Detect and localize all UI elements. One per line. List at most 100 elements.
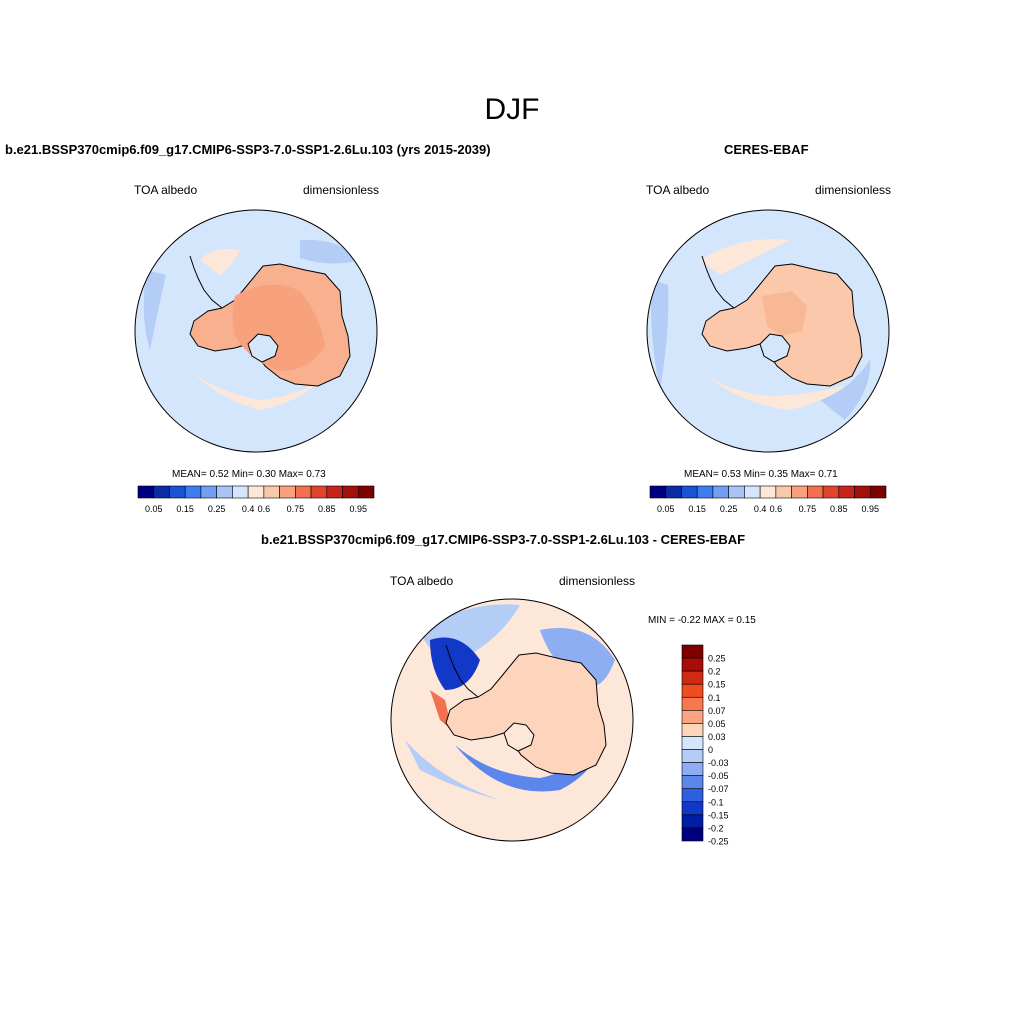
panel-1-colorbar-cell bbox=[342, 485, 359, 499]
panel-1-colorbar: 0.05 0.15 0.25 0.4 0.6 0.75 0.85 0.95 bbox=[137, 485, 375, 514]
panel-3-map bbox=[391, 599, 633, 841]
panel-2-colorbar-cell bbox=[791, 485, 808, 499]
panel-3-colorbar-tick-label: -0.05 bbox=[708, 771, 729, 781]
panel-3-colorbar-cell bbox=[681, 788, 704, 803]
panel-1-colorbar-tick-label: 0.4 bbox=[242, 504, 255, 514]
panel-1-colorbar-tick-label: 0.6 bbox=[258, 504, 271, 514]
panel-3-colorbar-tick-label: 0.15 bbox=[708, 680, 726, 690]
panel-3-colorbar-tick-label: 0.2 bbox=[708, 667, 721, 677]
panel-2-colorbar-cell bbox=[807, 485, 824, 499]
panel-1-colorbar-cell bbox=[279, 485, 296, 499]
figure-title: DJF bbox=[484, 93, 540, 126]
panel-2-colorbar-tick-label: 0.4 bbox=[754, 504, 767, 514]
panel-3-colorbar-tick-label: 0.25 bbox=[708, 654, 726, 664]
panel-3-colorbar-cell bbox=[681, 710, 704, 724]
panel-3-field-patch bbox=[455, 730, 605, 792]
panel-2-colorbar-cell bbox=[681, 485, 698, 499]
panel-3-colorbar-cell bbox=[681, 644, 704, 659]
panel-3-stats: MIN = -0.22 MAX = 0.15 bbox=[648, 615, 756, 626]
panel-1-colorbar-tick-label: 0.15 bbox=[176, 504, 194, 514]
panel-2-field-patch bbox=[651, 280, 669, 390]
panel-2-colorbar-cell bbox=[665, 485, 682, 499]
panel-2-field-patch bbox=[700, 370, 845, 410]
panel-1-colorbar-cell bbox=[184, 485, 202, 499]
panel-1-colorbar-cell bbox=[263, 485, 280, 499]
panel-3-colorbar-tick-label: -0.15 bbox=[708, 810, 729, 820]
panel-2-title: CERES-EBAF bbox=[724, 142, 809, 157]
panel-3-colorbar-cell bbox=[681, 775, 704, 790]
panel-1-field-patch bbox=[190, 370, 320, 410]
panel-2-colorbar: 0.05 0.15 0.25 0.4 0.6 0.75 0.85 0.95 bbox=[649, 485, 887, 514]
panel-2-colorbar-cell bbox=[744, 485, 761, 499]
panel-1-colorbar-cell bbox=[247, 485, 265, 499]
panel-3-map-border bbox=[390, 598, 634, 842]
panel-3-colorbar-cell bbox=[681, 749, 704, 763]
panel-1-colorbar-cell bbox=[169, 485, 186, 499]
panel-1-colorbar-cell bbox=[232, 485, 249, 499]
panel-3-field-patch bbox=[430, 637, 480, 690]
panel-2-colorbar-tick-label: 0.85 bbox=[830, 504, 848, 514]
panel-1-colorbar-tick-label: 0.05 bbox=[145, 504, 163, 514]
panel-3-colorbar-tick-label: -0.1 bbox=[708, 797, 724, 807]
panel-1-colorbar-cell bbox=[200, 485, 217, 499]
panel-3-colorbar-tick-label: 0 bbox=[708, 745, 713, 755]
panel-2-field-patch bbox=[820, 360, 871, 420]
panel-1-colorbar-cell bbox=[310, 485, 328, 499]
panel-2-colorbar-tick-label: 0.75 bbox=[799, 504, 817, 514]
panel-3-colorbar-tick-label: -0.25 bbox=[708, 837, 729, 847]
panel-2-colorbar-cell bbox=[869, 485, 887, 499]
panel-3-field-patch bbox=[405, 740, 500, 800]
panel-2-map-border bbox=[646, 209, 890, 453]
panel-2-colorbar-cell bbox=[728, 485, 745, 499]
panel-2-variable-label: TOA albedo bbox=[646, 183, 710, 197]
panel-1-colorbar-tick-label: 0.95 bbox=[350, 504, 368, 514]
panel-1-colorbar-tick-label: 0.75 bbox=[287, 504, 305, 514]
panel-3-variable-label: TOA albedo bbox=[390, 574, 454, 588]
panel-3-colorbar-tick-label: 0.03 bbox=[708, 732, 726, 742]
panel-3-colorbar-cell bbox=[681, 814, 704, 829]
panel-3-colorbar-cell bbox=[681, 723, 704, 737]
panel-2-colorbar-tick-label: 0.05 bbox=[657, 504, 675, 514]
panel-3-colorbar-cell bbox=[681, 670, 704, 685]
panel-3-colorbar-cell bbox=[681, 827, 704, 842]
panel-1-map bbox=[135, 210, 377, 452]
panel-3-colorbar-cell bbox=[681, 683, 704, 698]
panel-1-colorbar-tick-label: 0.85 bbox=[318, 504, 336, 514]
panel-3-colorbar-tick-label: -0.2 bbox=[708, 823, 724, 833]
panel-1-field-patch bbox=[200, 248, 240, 275]
panel-1-title: b.e21.BSSP370cmip6.f09_g17.CMIP6-SSP3-7.… bbox=[5, 142, 491, 157]
panel-1-variable-label: TOA albedo bbox=[134, 183, 198, 197]
panel-3-colorbar-cell bbox=[681, 696, 704, 711]
panel-1-colorbar-cell bbox=[153, 485, 170, 499]
panel-1-colorbar-cell bbox=[137, 485, 155, 499]
panel-2-colorbar-cell bbox=[822, 485, 840, 499]
panel-2-map bbox=[647, 210, 889, 452]
panel-3-colorbar-cell bbox=[681, 657, 704, 672]
panel-3-colorbar-tick-label: -0.03 bbox=[708, 758, 729, 768]
panel-1-stats: MEAN= 0.52 Min= 0.30 Max= 0.73 bbox=[172, 469, 326, 480]
panel-3-colorbar: 0.25 0.2 0.15 0.1 0.07 0.05 0.03 0 -0.03 -0.05 -0.… bbox=[681, 644, 729, 847]
panel-2-colorbar-cell bbox=[775, 485, 792, 499]
panel-2-colorbar-tick-label: 0.15 bbox=[688, 504, 706, 514]
panel-3-title: b.e21.BSSP370cmip6.f09_g17.CMIP6-SSP3-7.… bbox=[261, 532, 746, 547]
panel-1-colorbar-tick-label: 0.25 bbox=[208, 504, 226, 514]
panel-3-field-patch bbox=[540, 628, 615, 687]
panel-3-colorbar-tick-label: 0.05 bbox=[708, 719, 726, 729]
panel-2-colorbar-cell bbox=[649, 485, 667, 499]
panel-2-colorbar-tick-label: 0.6 bbox=[770, 504, 783, 514]
panel-3-colorbar-cell bbox=[681, 736, 704, 750]
panel-1-colorbar-cell bbox=[357, 485, 375, 499]
panel-3-colorbar-tick-label: -0.07 bbox=[708, 784, 729, 794]
panel-3-colorbar-cell bbox=[681, 762, 704, 776]
panel-2-colorbar-cell bbox=[696, 485, 714, 499]
panel-3-colorbar-tick-label: 0.1 bbox=[708, 693, 721, 703]
panel-2-colorbar-cell bbox=[854, 485, 871, 499]
panel-1-units-label: dimensionless bbox=[303, 183, 380, 197]
panel-2-colorbar-cell bbox=[759, 485, 777, 499]
panel-3-colorbar-tick-label: 0.07 bbox=[708, 706, 726, 716]
panel-1-map-border bbox=[134, 209, 378, 453]
panel-3-colorbar-cell bbox=[681, 801, 704, 816]
panel-3-units-label: dimensionless bbox=[559, 574, 636, 588]
panel-2-stats: MEAN= 0.53 Min= 0.35 Max= 0.71 bbox=[684, 469, 838, 480]
